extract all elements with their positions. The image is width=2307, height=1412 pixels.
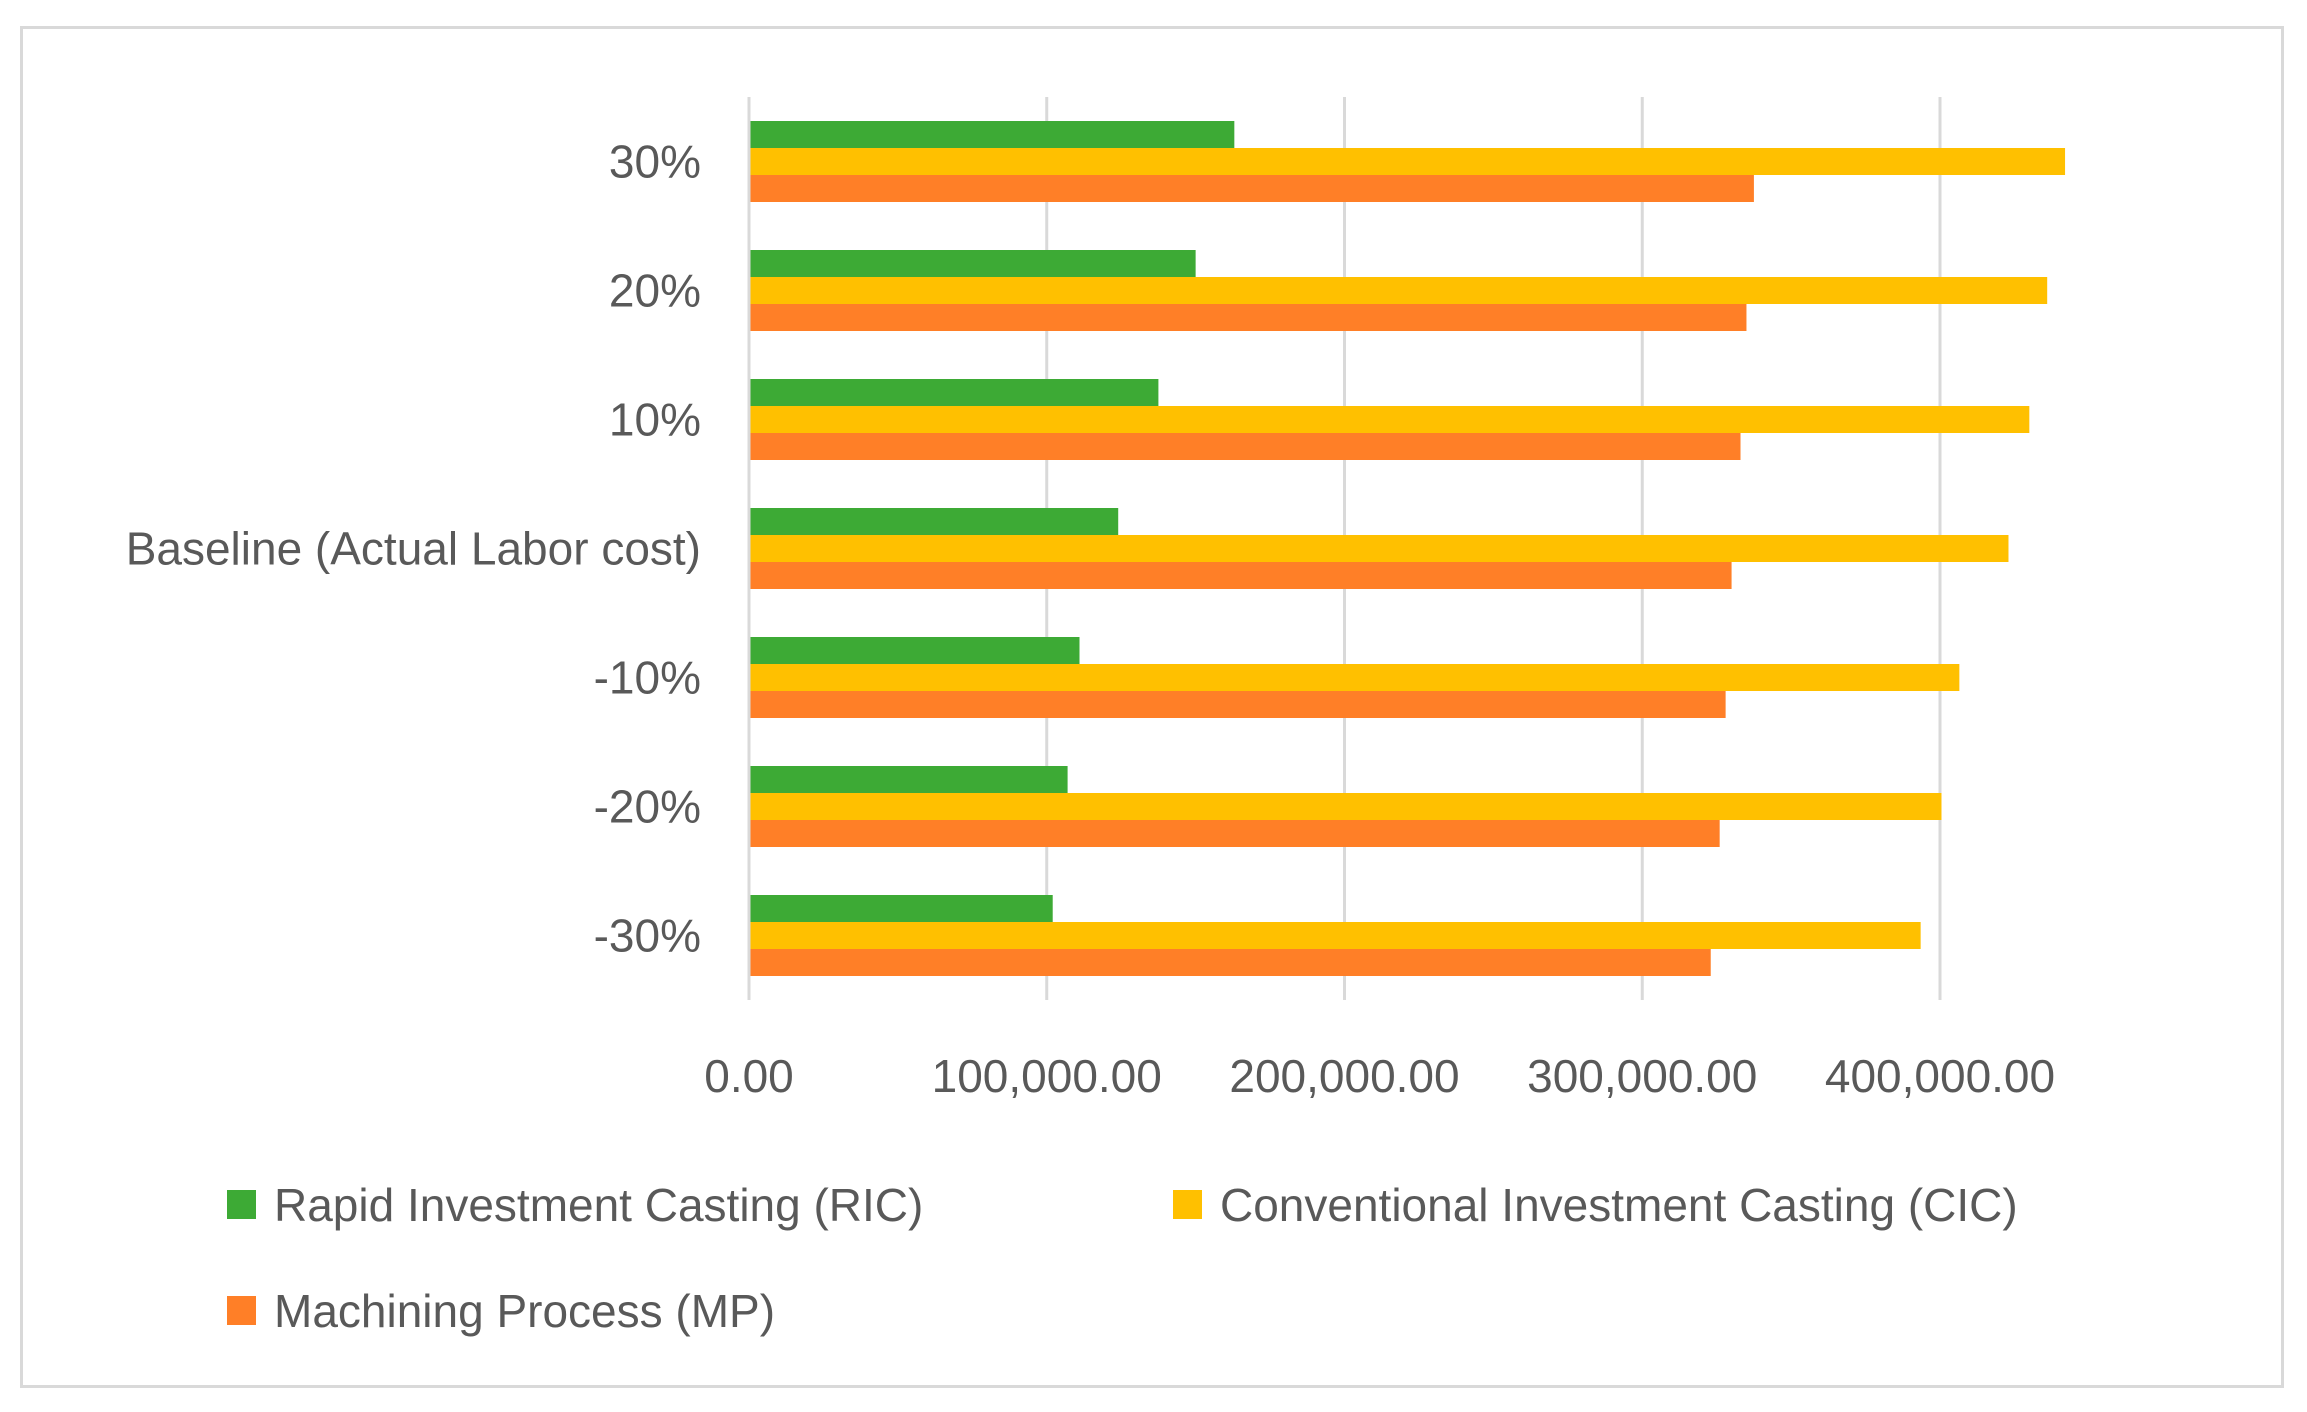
bar-ric-6 [749,895,1053,922]
bar-mp-5 [749,820,1720,847]
bar-mp-0 [749,175,1754,202]
category-label-4: -10% [594,652,701,704]
bar-ric-5 [749,766,1068,793]
x-tick-label-3: 300,000.00 [1527,1050,1757,1102]
legend-label-ric: Rapid Investment Casting (RIC) [274,1179,923,1231]
bar-ric-1 [749,250,1196,277]
x-tick-label-2: 200,000.00 [1229,1050,1459,1102]
bar-ric-3 [749,508,1119,535]
legend-swatch-ric [227,1190,256,1219]
bar-ric-0 [749,121,1235,148]
legend: Rapid Investment Casting (RIC) Convention… [227,1179,2018,1337]
legend-label-mp: Machining Process (MP) [274,1285,775,1337]
bar-cic-3 [749,535,2009,562]
bar-cic-6 [749,922,1921,949]
bar-cic-4 [749,664,1960,691]
bars [749,121,2066,976]
category-label-2: 10% [609,394,701,446]
x-tick-labels: 0.00 100,000.00 200,000.00 300,000.00 400,00… [704,1050,2055,1102]
category-label-0: 30% [609,136,701,188]
legend-swatch-cic [1173,1190,1202,1219]
bar-mp-1 [749,304,1747,331]
bar-cic-2 [749,406,2030,433]
legend-swatch-mp [227,1296,256,1325]
category-labels: 30% 20% 10% Baseline (Actual Labor cost) -10… [126,136,701,962]
category-label-1: 20% [609,265,701,317]
category-label-5: -20% [594,781,701,833]
bar-mp-4 [749,691,1726,718]
bar-mp-6 [749,949,1711,976]
x-tick-label-1: 100,000.00 [932,1050,1162,1102]
x-tick-label-4: 400,000.00 [1825,1050,2055,1102]
bar-cic-0 [749,148,2066,175]
bar-cic-5 [749,793,1942,820]
category-label-6: -30% [594,910,701,962]
category-label-3: Baseline (Actual Labor cost) [126,523,701,575]
x-tick-label-0: 0.00 [704,1050,794,1102]
bar-ric-2 [749,379,1159,406]
bar-cic-1 [749,277,2048,304]
bar-ric-4 [749,637,1080,664]
bar-mp-3 [749,562,1732,589]
legend-label-cic: Conventional Investment Casting (CIC) [1220,1179,2018,1231]
bar-mp-2 [749,433,1741,460]
